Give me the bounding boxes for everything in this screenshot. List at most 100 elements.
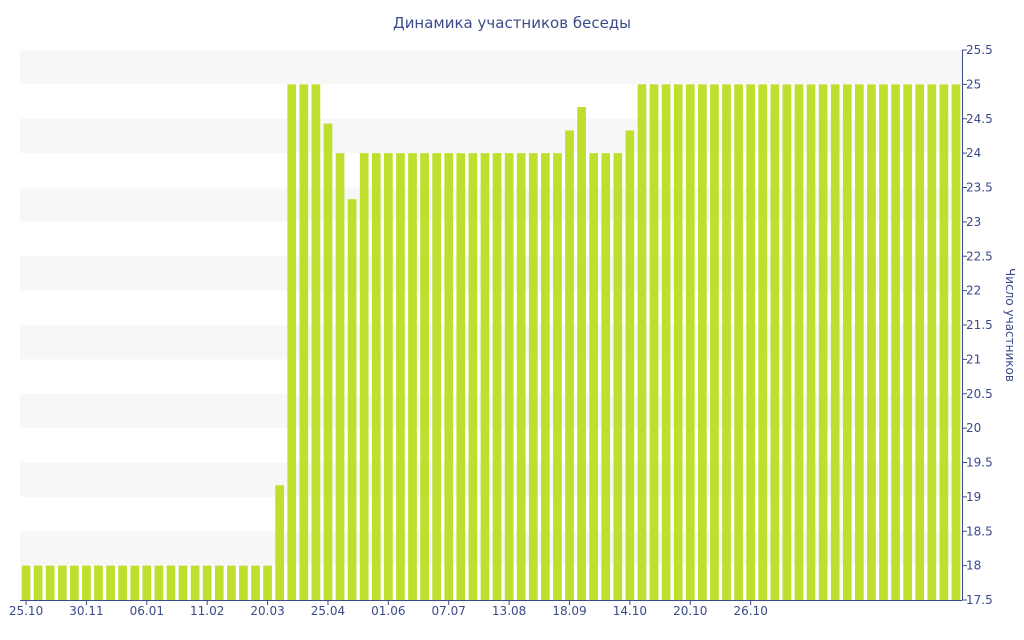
y-tick-label: 20.5 (966, 387, 993, 401)
bar (698, 84, 707, 601)
bar (154, 565, 164, 601)
bar (347, 199, 357, 600)
bar (915, 84, 925, 601)
bar (613, 153, 623, 601)
grid-bands (20, 50, 962, 566)
bar-series (21, 84, 961, 601)
y-tick-label: 24.5 (966, 112, 993, 126)
y-tick-label: 22.5 (966, 249, 993, 263)
bar (263, 565, 272, 601)
bar (830, 84, 840, 601)
bar (239, 565, 248, 601)
grid-band (20, 50, 962, 85)
bar (541, 153, 550, 601)
bar (21, 565, 31, 601)
grid-band (20, 393, 962, 429)
bar (939, 84, 949, 601)
bar (879, 84, 888, 601)
bar (190, 565, 200, 601)
grid-band (20, 325, 962, 360)
y-tick-label: 17.5 (966, 593, 993, 607)
x-tick-label: 18.09 (552, 604, 586, 618)
bar (359, 153, 369, 601)
bar (927, 84, 937, 601)
bar (782, 84, 792, 601)
bar (94, 565, 103, 601)
y-axis: 17.5 18 18.5 19 19.5 20 20.5 21 21.5 22 22.5 23 23.5… (962, 43, 993, 607)
grid-band (20, 118, 962, 154)
bar (685, 84, 695, 601)
bar (565, 130, 574, 600)
bar (746, 84, 756, 601)
y-tick-label: 23 (966, 215, 981, 229)
bar (673, 84, 683, 601)
bar (758, 84, 768, 601)
bar (601, 153, 611, 601)
bar (335, 153, 345, 601)
x-tick-label: 26.10 (733, 604, 767, 618)
grid-band (20, 531, 962, 566)
bar (951, 84, 961, 601)
x-tick-label: 06.01 (130, 604, 164, 618)
x-tick-label: 20.10 (673, 604, 707, 618)
grid-band (20, 256, 962, 291)
bar (82, 565, 91, 601)
y-tick-label: 22 (966, 284, 981, 298)
bar (396, 153, 405, 601)
x-tick-label: 20.03 (250, 604, 284, 618)
x-tick-label: 11.02 (190, 604, 224, 618)
bar (118, 565, 128, 601)
y-tick-label: 21 (966, 352, 981, 366)
grid-band (20, 187, 962, 222)
y-tick-label: 21.5 (966, 318, 993, 332)
bar (661, 84, 671, 601)
bar (637, 84, 647, 601)
y-tick-label: 19 (966, 490, 981, 504)
bar (384, 153, 393, 601)
x-tick-label: 25.10 (9, 604, 43, 618)
bar (903, 84, 913, 601)
y-tick-label: 25 (966, 77, 981, 91)
bar (311, 84, 321, 601)
x-tick-label: 14.10 (613, 604, 647, 618)
x-tick-label: 30.11 (69, 604, 103, 618)
bar (287, 84, 297, 601)
chart-title: Динамика участников беседы (393, 14, 631, 32)
bar (70, 565, 79, 601)
x-tick-label: 01.06 (371, 604, 405, 618)
y-tick-label: 19.5 (966, 456, 993, 470)
bar (33, 565, 43, 601)
bar (891, 84, 900, 601)
x-tick-label: 07.07 (432, 604, 466, 618)
bar (214, 565, 224, 601)
bar (794, 84, 804, 601)
bar (408, 153, 417, 601)
bar (842, 84, 852, 601)
y-tick-label: 18.5 (966, 524, 993, 538)
bar (456, 153, 466, 601)
x-tick-label: 13.08 (492, 604, 526, 618)
y-tick-label: 23.5 (966, 181, 993, 195)
y-tick-label: 20 (966, 421, 981, 435)
bar (553, 153, 562, 601)
bar (504, 153, 514, 601)
bar (625, 130, 635, 600)
bar (227, 565, 236, 601)
bar (710, 84, 719, 601)
bar (420, 153, 429, 601)
x-axis: 25.10 30.11 06.01 11.02 20.03 25.04 01.06 07.07… (9, 600, 962, 618)
bar (649, 84, 659, 601)
bar (142, 565, 152, 601)
bar (275, 485, 285, 600)
grid-band (20, 462, 962, 497)
bar (480, 153, 490, 601)
bar (432, 153, 442, 601)
bar (106, 565, 115, 601)
bar (178, 565, 188, 601)
bar (323, 123, 333, 600)
bar (45, 565, 55, 601)
y-tick-label: 24 (966, 146, 981, 160)
bar (299, 84, 309, 601)
bar (468, 153, 478, 601)
